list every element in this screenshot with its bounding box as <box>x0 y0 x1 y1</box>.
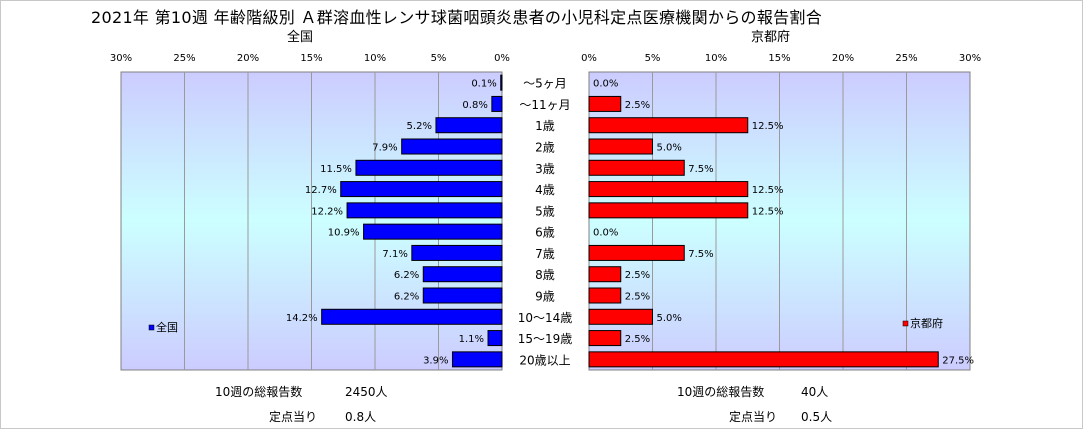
kyoto-value-label: 12.5% <box>752 185 784 196</box>
national-value-label: 7.1% <box>382 249 407 260</box>
national-legend-label: 全国 <box>156 320 178 334</box>
age-category-label: ～5ヶ月 <box>523 77 567 91</box>
kyoto-per-site-label: 定点当り <box>729 410 778 424</box>
kyoto-total-label: 10週の総報告数 <box>677 385 765 399</box>
national-value-label: 7.9% <box>372 143 397 154</box>
kyoto-value-label: 0.0% <box>593 79 618 90</box>
national-value-label: 3.9% <box>423 355 448 366</box>
kyoto-per-site-value: 0.5人 <box>801 410 833 424</box>
national-x-tick-label: 10% <box>364 53 386 64</box>
national-bar <box>487 330 503 347</box>
kyoto-x-tick-label: 20% <box>832 53 854 64</box>
national-value-label: 0.8% <box>462 100 487 111</box>
kyoto-bar <box>588 308 653 325</box>
kyoto-value-label: 2.5% <box>625 100 650 111</box>
national-x-tick-label: 5% <box>431 53 447 64</box>
kyoto-bar <box>588 351 939 368</box>
age-category-label: 8歳 <box>535 268 555 282</box>
kyoto-bar <box>588 330 622 347</box>
national-per-site-value: 0.8人 <box>345 410 377 424</box>
kyoto-panel-title: 京都府 <box>751 30 791 45</box>
national-panel-title: 全国 <box>287 30 314 45</box>
kyoto-bar <box>588 266 622 283</box>
national-per-site-label: 定点当り <box>269 410 318 424</box>
national-value-label: 1.1% <box>459 334 484 345</box>
national-value-label: 12.2% <box>311 206 343 217</box>
national-value-label: 5.2% <box>407 121 432 132</box>
national-bar <box>401 138 503 155</box>
kyoto-bar <box>588 181 749 198</box>
national-bar <box>355 159 503 176</box>
kyoto-value-label: 12.5% <box>752 121 784 132</box>
kyoto-value-label: 7.5% <box>688 249 713 260</box>
national-bar <box>435 117 503 134</box>
national-x-tick-label: 15% <box>300 53 322 64</box>
national-value-label: 0.1% <box>471 79 496 90</box>
kyoto-value-label: 5.0% <box>657 313 682 324</box>
age-category-label: 3歳 <box>535 162 555 176</box>
national-total-label: 10週の総報告数 <box>215 385 303 399</box>
chart-title: 2021年 第10週 年齢階級別 Ａ群溶血性レンサ球菌咽頭炎患者の小児科定点医療… <box>91 8 823 27</box>
kyoto-bar <box>588 95 622 112</box>
national-bar <box>500 74 503 91</box>
national-bar <box>340 181 503 198</box>
age-category-label: 20歳以上 <box>519 353 570 367</box>
kyoto-bar <box>588 202 749 219</box>
age-category-label: 7歳 <box>535 247 555 261</box>
kyoto-x-tick-label: 25% <box>895 53 917 64</box>
kyoto-value-label: 27.5% <box>942 355 974 366</box>
national-bar <box>321 308 503 325</box>
age-category-label: 5歳 <box>535 204 555 218</box>
national-x-tick-label: 20% <box>237 53 259 64</box>
kyoto-bar <box>588 287 622 304</box>
national-bar <box>422 266 503 283</box>
national-value-label: 6.2% <box>394 292 419 303</box>
national-value-label: 12.7% <box>305 185 337 196</box>
age-category-label: 6歳 <box>535 226 555 240</box>
kyoto-x-tick-label: 0% <box>581 53 597 64</box>
kyoto-bar <box>588 244 685 261</box>
kyoto-x-tick-label: 30% <box>959 53 981 64</box>
national-bar <box>491 95 503 112</box>
age-category-label: 15～19歳 <box>518 332 573 346</box>
national-value-label: 11.5% <box>320 164 352 175</box>
kyoto-bar <box>588 159 685 176</box>
national-x-tick-label: 30% <box>110 53 132 64</box>
national-value-label: 10.9% <box>328 228 360 239</box>
kyoto-total-value: 40人 <box>801 385 829 399</box>
kyoto-x-tick-label: 15% <box>768 53 790 64</box>
kyoto-value-label: 2.5% <box>625 270 650 281</box>
kyoto-x-tick-label: 5% <box>645 53 661 64</box>
national-bar <box>422 287 503 304</box>
national-total-value: 2450人 <box>345 385 388 399</box>
national-value-label: 14.2% <box>286 313 318 324</box>
age-category-label: ～11ヶ月 <box>519 98 570 112</box>
kyoto-value-label: 5.0% <box>657 143 682 154</box>
age-category-label: 10～14歳 <box>518 311 573 325</box>
national-x-tick-label: 25% <box>173 53 195 64</box>
age-category-label: 2歳 <box>535 141 555 155</box>
age-category-label: 4歳 <box>535 183 555 197</box>
kyoto-bar <box>588 117 749 134</box>
kyoto-bar <box>588 138 653 155</box>
national-x-tick-label: 0% <box>494 53 510 64</box>
national-legend-swatch <box>148 324 155 331</box>
age-category-label: 1歳 <box>535 119 555 133</box>
national-value-label: 6.2% <box>394 270 419 281</box>
kyoto-value-label: 0.0% <box>593 228 618 239</box>
national-bar <box>363 223 503 240</box>
national-bar <box>451 351 503 368</box>
age-category-label: 9歳 <box>535 290 555 304</box>
kyoto-x-tick-label: 10% <box>705 53 727 64</box>
kyoto-value-label: 2.5% <box>625 334 650 345</box>
kyoto-legend-swatch <box>902 320 909 327</box>
national-bar <box>346 202 503 219</box>
kyoto-value-label: 2.5% <box>625 292 650 303</box>
kyoto-value-label: 7.5% <box>688 164 713 175</box>
kyoto-value-label: 12.5% <box>752 206 784 217</box>
kyoto-legend-label: 京都府 <box>910 316 943 330</box>
national-bar <box>411 244 503 261</box>
